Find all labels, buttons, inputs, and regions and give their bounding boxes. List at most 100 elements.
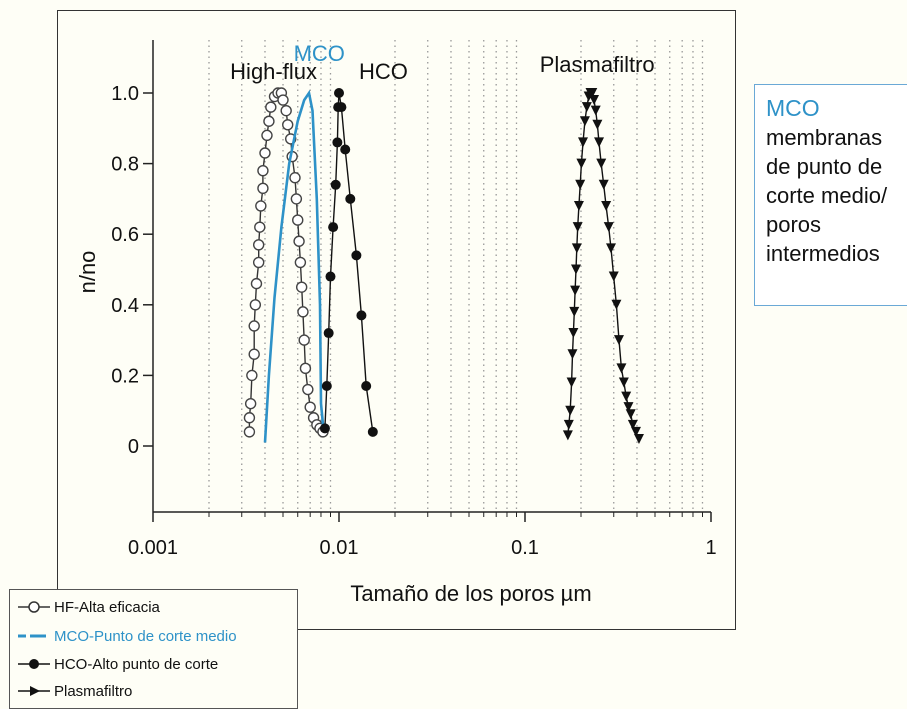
x-tick-label: 0.001	[128, 537, 178, 559]
legend-item-hco: HCO-Alto punto de corte	[16, 653, 218, 675]
series-1	[263, 89, 328, 443]
labels-layer: Tamaño de los poros µm n/no High-fluxMCO…	[75, 41, 655, 606]
data-point	[330, 179, 341, 190]
data-point	[263, 115, 275, 127]
data-point	[299, 362, 312, 375]
series-2	[319, 88, 378, 437]
data-point	[254, 221, 266, 233]
data-point	[575, 179, 586, 190]
legend-label: HF-Alta eficacia	[54, 598, 160, 616]
data-point	[257, 182, 269, 195]
data-point	[621, 391, 632, 402]
legend-label: HCO-Alto punto de corte	[54, 655, 219, 673]
data-point	[570, 264, 581, 275]
data-point	[566, 377, 577, 388]
data-point	[633, 433, 644, 444]
x-axis-title: Tamaño de los poros µm	[350, 581, 591, 606]
chart-legend: HF-Alta eficacia MCO-Punto de corte medi…	[9, 589, 298, 709]
data-point	[294, 256, 307, 269]
legend-item-mco: MCO-Punto de corte medio	[16, 625, 237, 647]
data-point	[611, 299, 622, 310]
data-point	[249, 299, 262, 311]
data-point	[243, 412, 256, 424]
series-3	[562, 88, 644, 444]
data-point	[290, 193, 303, 205]
data-point	[255, 200, 267, 212]
data-point	[297, 306, 309, 318]
data-point	[244, 397, 257, 410]
open-circle-line-icon	[18, 601, 50, 613]
data-point	[570, 285, 581, 296]
data-point	[336, 102, 347, 113]
series-0	[243, 87, 329, 438]
data-point	[625, 409, 636, 420]
data-point	[616, 363, 627, 374]
data-point	[576, 158, 587, 169]
data-point	[596, 158, 607, 169]
side-box-line: intermedios	[766, 241, 880, 266]
data-point	[280, 104, 292, 117]
data-point	[581, 102, 592, 113]
y-tick-label: 0.2	[111, 365, 139, 387]
data-point	[259, 147, 271, 159]
data-point	[627, 419, 638, 430]
data-point	[590, 105, 601, 116]
data-point	[563, 419, 574, 430]
data-point	[618, 377, 629, 388]
data-point	[332, 137, 343, 148]
data-point	[356, 310, 367, 321]
legend-label: MCO-Punto de corte medio	[54, 627, 237, 645]
data-point	[572, 222, 583, 233]
data-point	[630, 426, 641, 437]
legend-label: Plasmafiltro	[54, 682, 133, 700]
mco-description-box: MCO membranas de punto de corte medio/ p…	[754, 84, 907, 306]
data-point	[613, 335, 624, 346]
data-point	[573, 200, 584, 211]
data-point	[325, 271, 336, 282]
data-point	[328, 222, 339, 233]
data-point	[265, 101, 277, 113]
series-annotation: MCO	[294, 41, 345, 66]
data-point	[608, 271, 619, 282]
data-point	[257, 164, 269, 177]
data-point	[323, 328, 334, 339]
data-point	[289, 172, 301, 184]
data-point	[587, 88, 598, 98]
data-point	[334, 88, 344, 98]
x-tick-label: 1	[705, 537, 716, 559]
chart-frame	[57, 10, 736, 630]
data-point	[589, 95, 600, 106]
side-box-line: poros	[766, 212, 822, 237]
y-tick-label: 0.6	[111, 224, 139, 246]
data-point	[248, 348, 260, 360]
triangle-line-icon	[18, 686, 50, 696]
series-annotation: HCO	[359, 59, 408, 84]
data-point	[261, 129, 273, 142]
data-point	[304, 401, 316, 413]
data-point	[248, 320, 260, 332]
legend-item-hf: HF-Alta eficacia	[16, 596, 160, 618]
data-point	[252, 256, 265, 269]
data-point	[367, 426, 378, 437]
data-point	[319, 423, 330, 434]
data-point	[623, 402, 634, 413]
x-tick-label: 0.01	[320, 537, 359, 559]
data-point	[571, 243, 582, 254]
data-point	[606, 243, 617, 254]
series-line	[324, 92, 374, 432]
data-point	[345, 193, 356, 204]
data-point	[592, 119, 603, 130]
y-tick-label: 1.0	[111, 83, 139, 105]
series-annotation: High-flux	[230, 59, 317, 84]
x-tick-label: 0.1	[511, 537, 539, 559]
data-point	[277, 94, 289, 106]
data-point	[282, 119, 294, 131]
data-point	[568, 328, 579, 339]
filled-circle-line-icon	[18, 659, 50, 669]
axes: 0.001 0.01 0.1 1 0 0.2 0.4 0.6 0.8 1.0	[111, 40, 717, 559]
data-point	[252, 239, 265, 251]
data-point	[321, 380, 332, 391]
data-point	[598, 179, 609, 190]
data-point	[250, 277, 263, 290]
